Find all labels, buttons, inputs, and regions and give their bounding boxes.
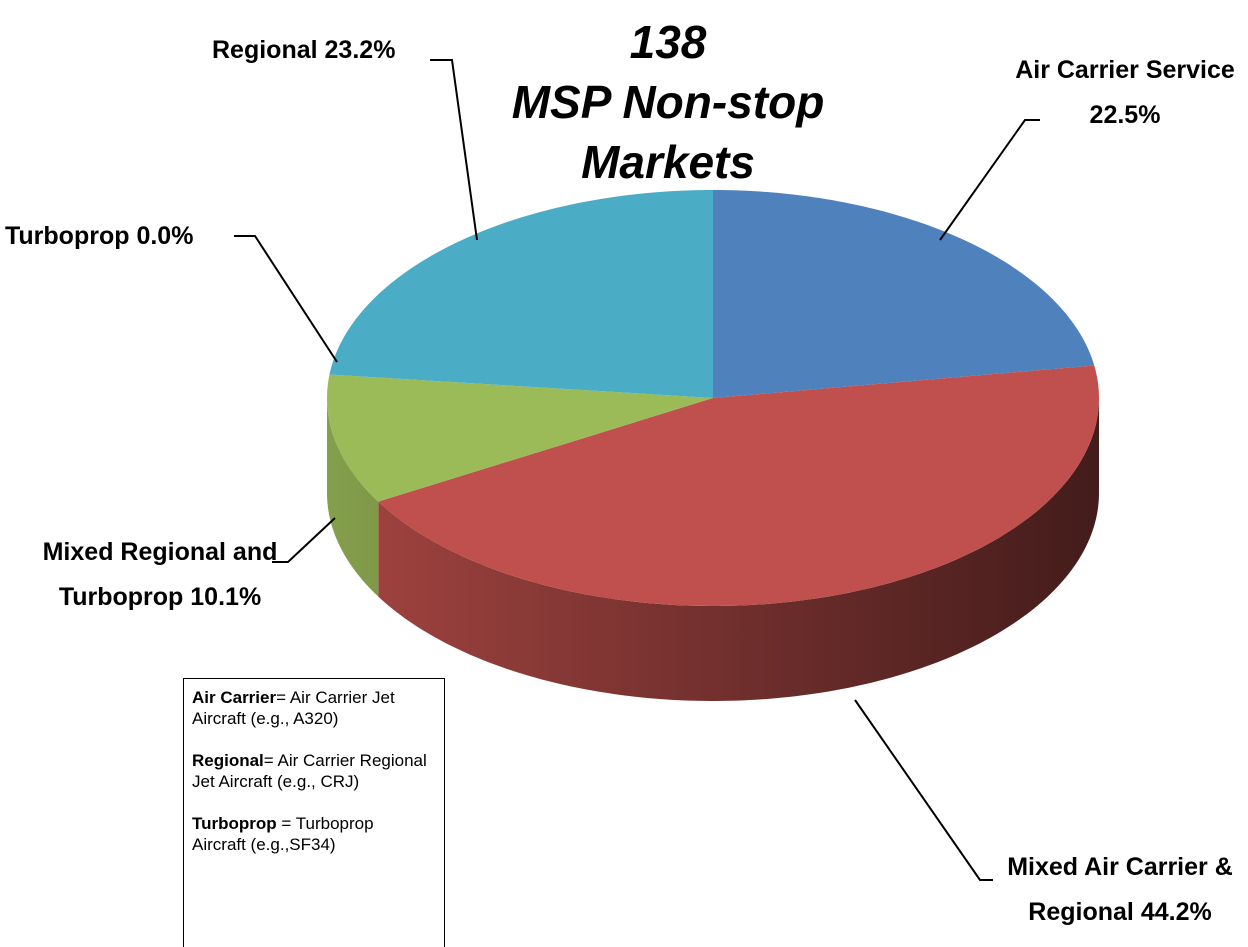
pie	[327, 190, 1100, 701]
leader-line	[430, 59, 478, 241]
value-label: 22.5%	[1089, 101, 1161, 129]
category-name: Regional	[212, 36, 318, 64]
notes-box: Air Carrier= Air Carrier Jet Aircraft (e…	[183, 678, 445, 947]
note: Air Carrier= Air Carrier Jet Aircraft (e…	[192, 687, 427, 729]
note-term: Regional	[192, 751, 264, 770]
data-label: Mixed Regional and Turboprop 10.1%	[40, 530, 280, 620]
leader-line	[854, 699, 993, 881]
slice	[329, 190, 713, 398]
note: Regional= Air Carrier Regional Jet Aircr…	[192, 750, 427, 792]
slice-side	[378, 398, 1100, 701]
category-name: Mixed Air Carrier & Regional	[1007, 853, 1233, 926]
value-label: 44.2%	[1140, 898, 1212, 926]
value-label: 0.0%	[136, 222, 194, 250]
note-term: Turboprop	[192, 814, 277, 833]
chart-title: 138 MSP Non-stop Markets	[511, 16, 825, 188]
note-term: Air Carrier	[192, 688, 277, 707]
category-name: Air Carrier Service	[1015, 56, 1235, 84]
note-definition: = Air Carrier Regional Jet Aircraft (e.g…	[192, 751, 427, 791]
slice	[378, 365, 1099, 606]
slice	[713, 190, 1095, 398]
slice	[327, 374, 713, 502]
note-definition: = Air Carrier Jet Aircraft (e.g., A320)	[192, 688, 395, 728]
data-label: Turboprop 0.0%	[5, 214, 193, 259]
value-label: 23.2%	[324, 36, 396, 64]
leader-line	[272, 517, 336, 563]
leader-line	[234, 235, 338, 363]
value-label: 10.1%	[190, 583, 262, 611]
category-name: Mixed Regional and Turboprop	[42, 538, 278, 611]
note-definition: = Turboprop Aircraft (e.g.,SF34)	[192, 814, 374, 854]
category-name: Turboprop	[5, 222, 130, 250]
data-label: Regional 23.2%	[212, 28, 395, 73]
data-label: Mixed Air Carrier & Regional 44.2%	[995, 845, 1245, 935]
data-label: Air Carrier Service 22.5%	[1005, 48, 1245, 138]
leader-line	[939, 119, 1040, 241]
note: Turboprop = Turboprop Aircraft (e.g.,SF3…	[192, 813, 427, 855]
slice-side	[327, 398, 379, 597]
